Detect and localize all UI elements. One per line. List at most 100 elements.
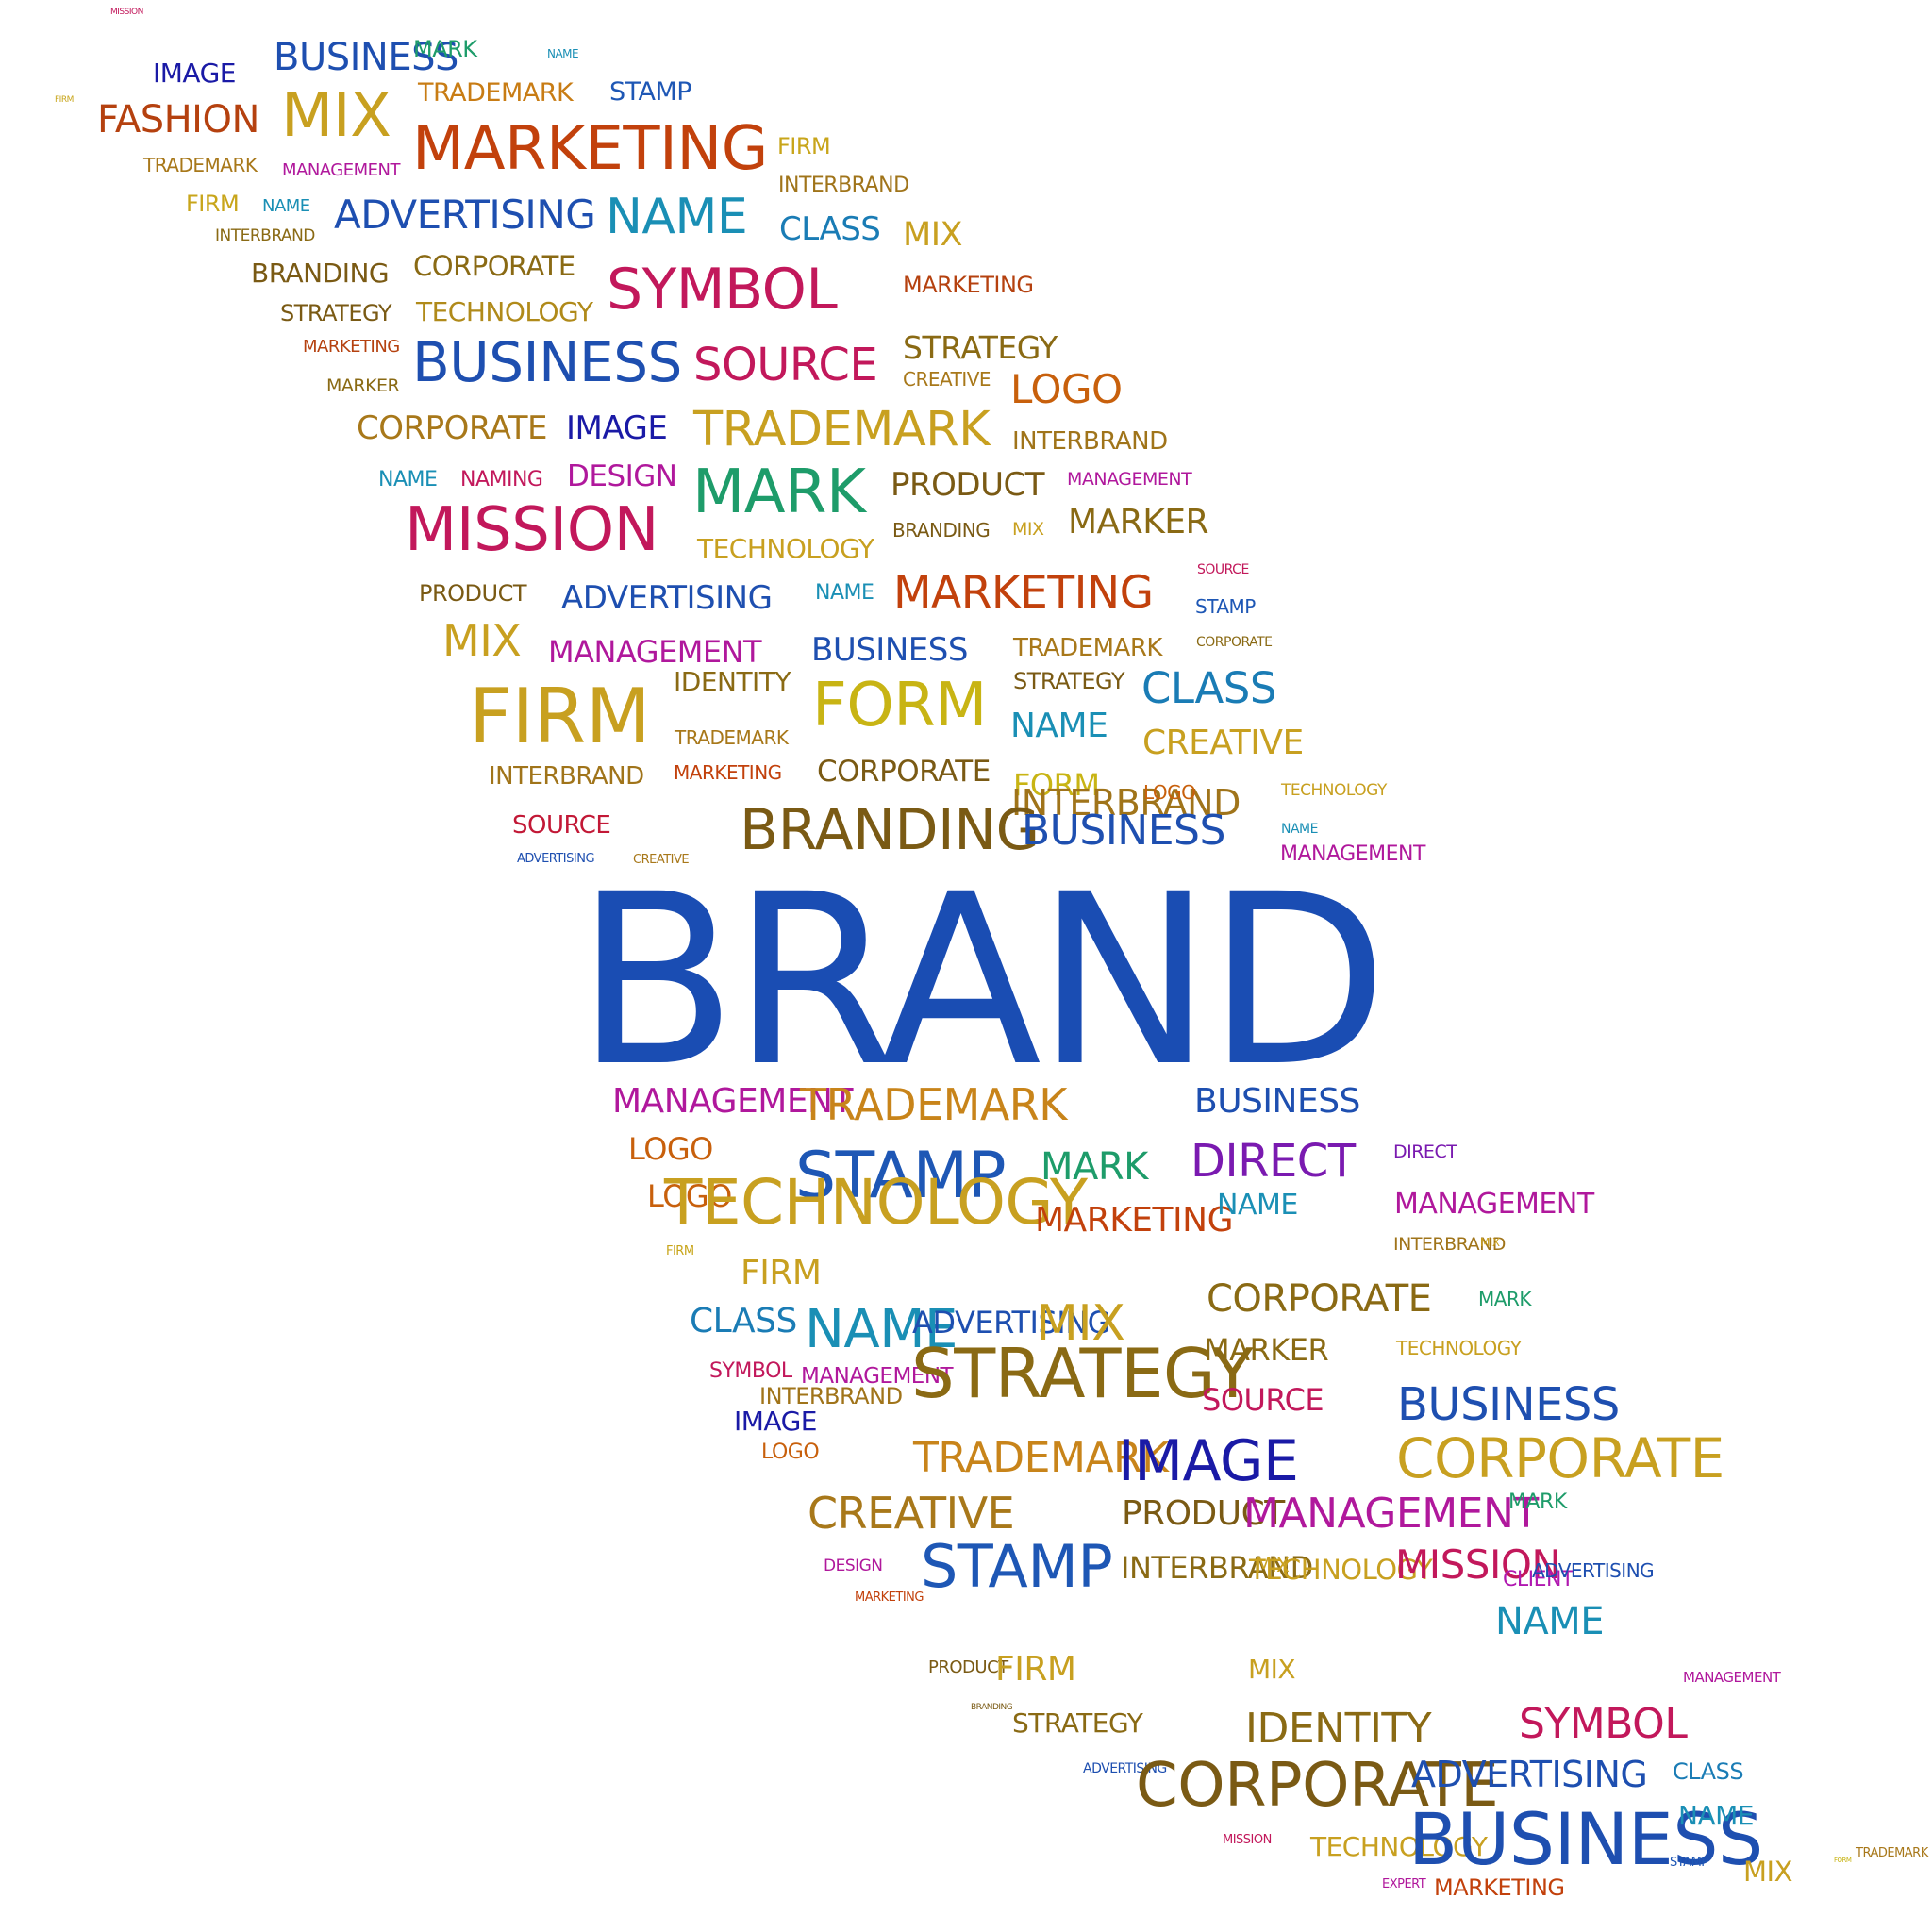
cloud-word: MANAGEMENT — [548, 634, 762, 670]
cloud-word: MARK — [692, 458, 866, 527]
cloud-word: NAME — [805, 1299, 958, 1360]
cloud-word: BRANDING — [971, 1703, 1013, 1712]
cloud-word: BUSINESS — [1022, 807, 1225, 855]
cloud-word: MIX — [1743, 1856, 1792, 1888]
cloud-word: FORM — [1834, 1857, 1852, 1864]
cloud-word: MARKETING — [903, 272, 1034, 298]
cloud-word: LOGO — [1143, 781, 1196, 804]
cloud-word: PRODUCT — [1122, 1494, 1285, 1533]
cloud-word: ADVERTISING — [1411, 1754, 1648, 1795]
cloud-word: MARK — [1478, 1288, 1531, 1310]
cloud-word: SOURCE — [512, 811, 611, 840]
cloud-word: NAME — [606, 189, 748, 245]
cloud-word: MARKETING — [1434, 1874, 1565, 1901]
cloud-word: INTERBRAND — [1012, 427, 1168, 456]
cloud-word: CORPORATE — [817, 755, 991, 789]
cloud-word: NAME — [1281, 822, 1318, 837]
cloud-word: FIRM — [186, 191, 240, 217]
cloud-word: STRATEGY — [1013, 668, 1125, 694]
cloud-word: CLASS — [1141, 663, 1276, 713]
cloud-word: TECHNOLOGY — [697, 533, 874, 564]
cloud-word: CREATIVE — [633, 853, 690, 867]
cloud-word: INTERBRAND — [1011, 782, 1241, 824]
cloud-word: MANAGEMENT — [282, 160, 401, 180]
cloud-word: DIRECT — [1393, 1141, 1457, 1162]
cloud-word: BUSINESS — [412, 330, 682, 394]
cloud-word: MISSION — [405, 495, 658, 565]
cloud-word: FORM — [1013, 767, 1100, 803]
cloud-word: MISSION — [1223, 1833, 1272, 1847]
cloud-word: TECHNOLOGY — [664, 1166, 1088, 1239]
cloud-word: NAME — [262, 196, 310, 216]
cloud-word: INTERBRAND — [1121, 1550, 1313, 1586]
cloud-word: ADVERTISING — [1532, 1559, 1655, 1582]
cloud-word: ADVERTISING — [334, 192, 596, 238]
cloud-word: FIRM — [777, 133, 831, 159]
cloud-word: TRADEMARK — [1856, 1846, 1928, 1860]
cloud-word: TECHNOLOGY — [1281, 781, 1387, 800]
cloud-word: TECHNOLOGY — [1310, 1831, 1488, 1862]
cloud-word: NAME — [1495, 1600, 1605, 1643]
cloud-word: IMAGE — [566, 409, 668, 447]
cloud-word: MARK — [413, 36, 477, 62]
cloud-word: MISSION — [110, 8, 143, 17]
cloud-word: TRADEMARK — [675, 726, 789, 749]
cloud-word: MISSION — [1395, 1541, 1561, 1588]
cloud-word: FIRM — [55, 95, 74, 105]
cloud-word: SYMBOL — [709, 1359, 792, 1383]
cloud-word: CREATIVE — [1142, 724, 1304, 762]
cloud-word: CORPORATE — [1196, 635, 1273, 650]
cloud-word: ADVERTISING — [1083, 1761, 1167, 1776]
cloud-word: BUSINESS — [1194, 1082, 1360, 1121]
cloud-word: STRATEGY — [1012, 1707, 1143, 1739]
cloud-word: EXPERT — [1382, 1877, 1426, 1891]
cloud-word: TRADEMARK — [913, 1434, 1169, 1482]
cloud-word: FASHION — [97, 98, 259, 142]
cloud-word: PRODUCT — [419, 580, 527, 607]
cloud-word: FIRM — [995, 1650, 1076, 1689]
cloud-word: MIX — [442, 615, 522, 666]
cloud-word: INTERBRAND — [215, 226, 315, 245]
cloud-word: MANAGEMENT — [1683, 1669, 1781, 1686]
cloud-word: CLIENT — [1503, 1568, 1574, 1591]
cloud-word: MARKETING — [893, 567, 1154, 619]
cloud-word: INTERBRAND — [778, 174, 909, 197]
cloud-word: INTERBRAND — [489, 762, 644, 791]
cloud-word: CORPORATE — [1396, 1426, 1724, 1491]
cloud-word: TECHNOLOGY — [1249, 1554, 1433, 1586]
cloud-word: LOGO — [647, 1178, 732, 1214]
cloud-word: CORPORATE — [1136, 1751, 1499, 1821]
cloud-word: FIRM — [469, 673, 651, 760]
cloud-word: STAMP — [921, 1532, 1113, 1601]
cloud-word: NAME — [1678, 1800, 1754, 1831]
cloud-word: TECHNOLOGY — [1396, 1337, 1522, 1359]
cloud-word: IDENTITY — [674, 666, 791, 697]
cloud-word: TRADEMARK — [693, 402, 991, 458]
cloud-word: NAMING — [460, 468, 543, 491]
cloud-word: PRODUCT — [928, 1657, 1008, 1677]
cloud-word: SOURCE — [693, 339, 878, 391]
cloud-word: BUSINESS — [811, 631, 968, 669]
cloud-word: MARKETING — [303, 337, 400, 357]
cloud-word: CORPORATE — [1207, 1277, 1432, 1321]
cloud-word: CREATIVE — [903, 368, 991, 391]
cloud-word: ADVERTISING — [912, 1305, 1110, 1341]
cloud-word: IMAGE — [734, 1406, 817, 1437]
cloud-word: SOURCE — [1202, 1382, 1324, 1418]
cloud-word: MANAGEMENT — [1067, 469, 1192, 490]
cloud-word: NAME — [547, 47, 579, 60]
cloud-word: MANAGEMENT — [1243, 1490, 1539, 1538]
cloud-word: PRODUCT — [891, 466, 1044, 504]
cloud-word: BUSINESS — [1397, 1378, 1620, 1431]
cloud-word: ADVERTISING — [517, 852, 595, 866]
cloud-word: STRATEGY — [911, 1334, 1254, 1413]
cloud-word: MIX — [1012, 519, 1044, 540]
cloud-word: IDENTITY — [1245, 1705, 1432, 1753]
cloud-word: FIRM — [741, 1254, 822, 1292]
cloud-word: SOURCE — [1197, 562, 1249, 577]
cloud-word: MARKETING — [674, 761, 782, 784]
cloud-word: BRANDING — [740, 797, 1040, 863]
cloud-word: MARKETING — [1035, 1201, 1234, 1240]
cloud-word: STAMP — [609, 77, 692, 107]
